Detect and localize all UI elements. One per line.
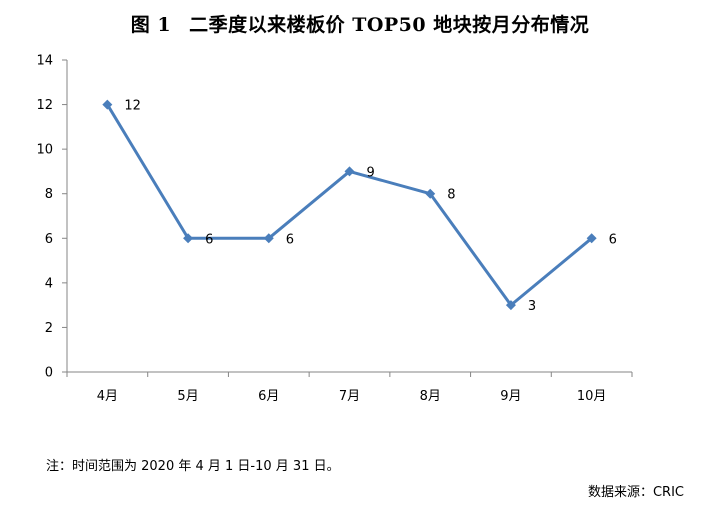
chart-marks: 12 6 6 9 8 3 6 (102, 99, 617, 314)
data-point (586, 233, 597, 244)
x-tick-label: 9月 (500, 389, 521, 404)
chart-title-text: 二季度以来楼板价 TOP50 地块按月分布情况 (189, 14, 590, 36)
footnote: 注：时间范围为 2020 年 4 月 1 日-10 月 31 日。 (46, 459, 340, 474)
data-point (505, 300, 516, 311)
x-tick-label: 6月 (258, 389, 279, 404)
data-point (344, 166, 355, 177)
x-tick-label: 7月 (339, 389, 360, 404)
figure-number: 图 1 (130, 14, 172, 36)
data-label: 3 (528, 299, 536, 314)
y-tick-label: 0 (45, 366, 53, 381)
series-line (105, 103, 594, 307)
chart-title: 图 1 二季度以来楼板价 TOP50 地块按月分布情况 (0, 10, 720, 37)
x-tick-label: 4月 (97, 389, 118, 404)
data-label: 9 (367, 165, 375, 180)
y-tick-label: 8 (45, 187, 53, 202)
data-label: 6 (286, 232, 294, 247)
data-label: 6 (205, 232, 213, 247)
y-tick-label: 2 (45, 321, 53, 336)
data-label: 8 (447, 188, 455, 203)
y-tick-label: 4 (45, 276, 53, 291)
x-tick-label: 8月 (420, 389, 441, 404)
data-point (425, 188, 436, 199)
x-tick-label: 5月 (177, 389, 198, 404)
y-tick-label: 14 (36, 54, 53, 69)
x-tick-label: 10月 (577, 389, 607, 404)
y-tick-label: 6 (45, 232, 53, 247)
data-label: 6 (609, 232, 617, 247)
data-point (102, 99, 113, 110)
data-source: 数据来源：CRIC (587, 485, 684, 500)
data-point (263, 233, 274, 244)
y-tick-label: 12 (36, 98, 53, 113)
y-tick-label: 10 (36, 143, 53, 158)
data-label: 12 (124, 99, 141, 114)
axes: 0 2 4 6 8 10 12 14 4月 5月 6月 7月 8月 9月 10月 (36, 54, 633, 404)
data-point (183, 233, 194, 244)
